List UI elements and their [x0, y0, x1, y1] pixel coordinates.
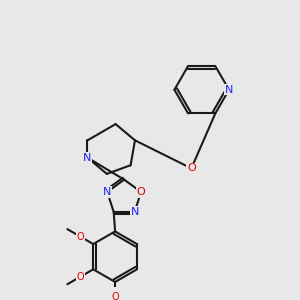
Text: O: O	[111, 292, 119, 300]
Text: O: O	[76, 232, 84, 242]
Text: O: O	[76, 272, 84, 282]
Text: O: O	[137, 187, 146, 197]
Text: O: O	[187, 164, 196, 173]
Text: N: N	[130, 207, 139, 217]
Text: N: N	[83, 153, 92, 163]
Text: N: N	[103, 187, 111, 197]
Text: N: N	[225, 85, 233, 95]
